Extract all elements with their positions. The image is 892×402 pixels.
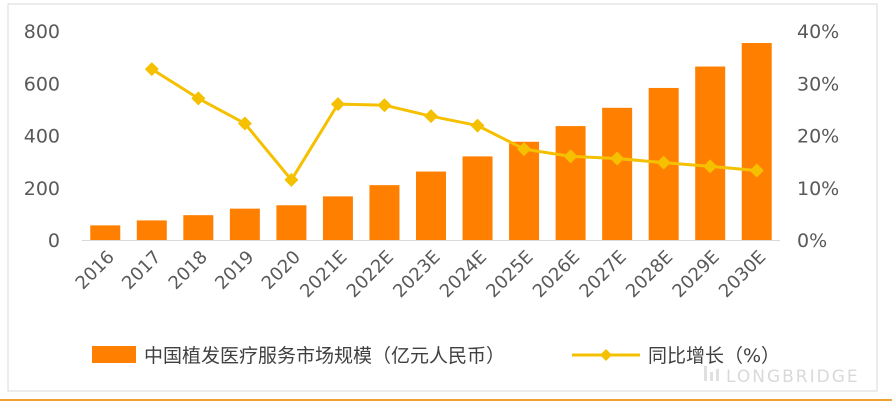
bar xyxy=(509,141,540,240)
legend-line-label: 同比增长（%） xyxy=(648,345,780,367)
growth-point xyxy=(284,172,299,187)
growth-point xyxy=(517,142,532,157)
growth-point xyxy=(703,159,718,174)
growth-point xyxy=(563,149,578,164)
watermark-logo-icon xyxy=(704,366,707,381)
growth-line xyxy=(151,67,757,182)
x-tick-label: 2027E xyxy=(575,247,630,302)
legend-bar-label: 中国植发医疗服务市场规模（亿元人民币） xyxy=(144,345,505,367)
watermark-logo-bar-3 xyxy=(716,369,719,381)
y-right-tick-label: 10% xyxy=(797,178,839,200)
bar xyxy=(229,208,260,240)
x-tick-label: 2029E xyxy=(668,247,723,302)
bar xyxy=(136,220,167,240)
x-tick-label: 2021E xyxy=(296,247,351,302)
legend-line-marker xyxy=(600,349,612,361)
x-tick-label: 2022E xyxy=(343,247,398,302)
y-right-tick-label: 0% xyxy=(797,230,827,252)
bar xyxy=(462,156,493,240)
growth-point xyxy=(424,109,438,124)
x-tick-label: 2017 xyxy=(118,247,165,294)
y-left-tick-label: 400 xyxy=(24,126,60,148)
x-tick-label: 2026E xyxy=(529,247,584,302)
bar xyxy=(90,225,121,240)
watermark-logo-bar-2 xyxy=(710,372,713,381)
bar xyxy=(602,107,633,241)
bar xyxy=(276,205,307,240)
growth-point xyxy=(656,155,671,170)
growth-point xyxy=(330,97,345,112)
x-tick-label: 2025E xyxy=(482,247,537,302)
bar xyxy=(416,171,446,240)
watermark: LONGBRIDGE xyxy=(704,366,860,387)
bar xyxy=(369,185,400,240)
x-tick-label: 2023E xyxy=(389,247,444,302)
watermark-text: LONGBRIDGE xyxy=(726,367,860,387)
y-right-tick-label: 40% xyxy=(797,21,839,43)
bar xyxy=(695,66,726,240)
x-tick-label: 2030E xyxy=(715,247,770,302)
y-left-tick-label: 200 xyxy=(24,178,60,200)
growth-point xyxy=(191,91,206,106)
x-tick-label: 2028E xyxy=(622,247,677,302)
y-left-tick-label: 0 xyxy=(48,230,60,252)
x-tick-label: 2024E xyxy=(436,247,491,302)
growth-point xyxy=(610,151,625,166)
x-tick-label: 2016 xyxy=(72,247,119,294)
legend: 中国植发医疗服务市场规模（亿元人民币） 同比增长（%） xyxy=(92,345,780,367)
y-left-tick-label: 600 xyxy=(24,73,60,95)
bar xyxy=(322,196,353,240)
growth-point xyxy=(470,118,485,133)
x-tick-label: 2019 xyxy=(211,247,258,294)
chart-border xyxy=(7,3,878,392)
bar xyxy=(741,43,772,240)
x-tick-label: 2018 xyxy=(165,247,212,294)
growth-point xyxy=(749,163,764,178)
y-right-tick-label: 30% xyxy=(797,73,839,95)
growth-point xyxy=(144,62,159,77)
growth-point xyxy=(237,116,252,131)
bar xyxy=(183,215,214,240)
growth-point xyxy=(377,98,392,113)
legend-bar-swatch xyxy=(92,346,136,363)
bar xyxy=(555,126,586,240)
y-left-tick-label: 800 xyxy=(24,21,60,43)
y-right-tick-label: 20% xyxy=(797,126,839,148)
